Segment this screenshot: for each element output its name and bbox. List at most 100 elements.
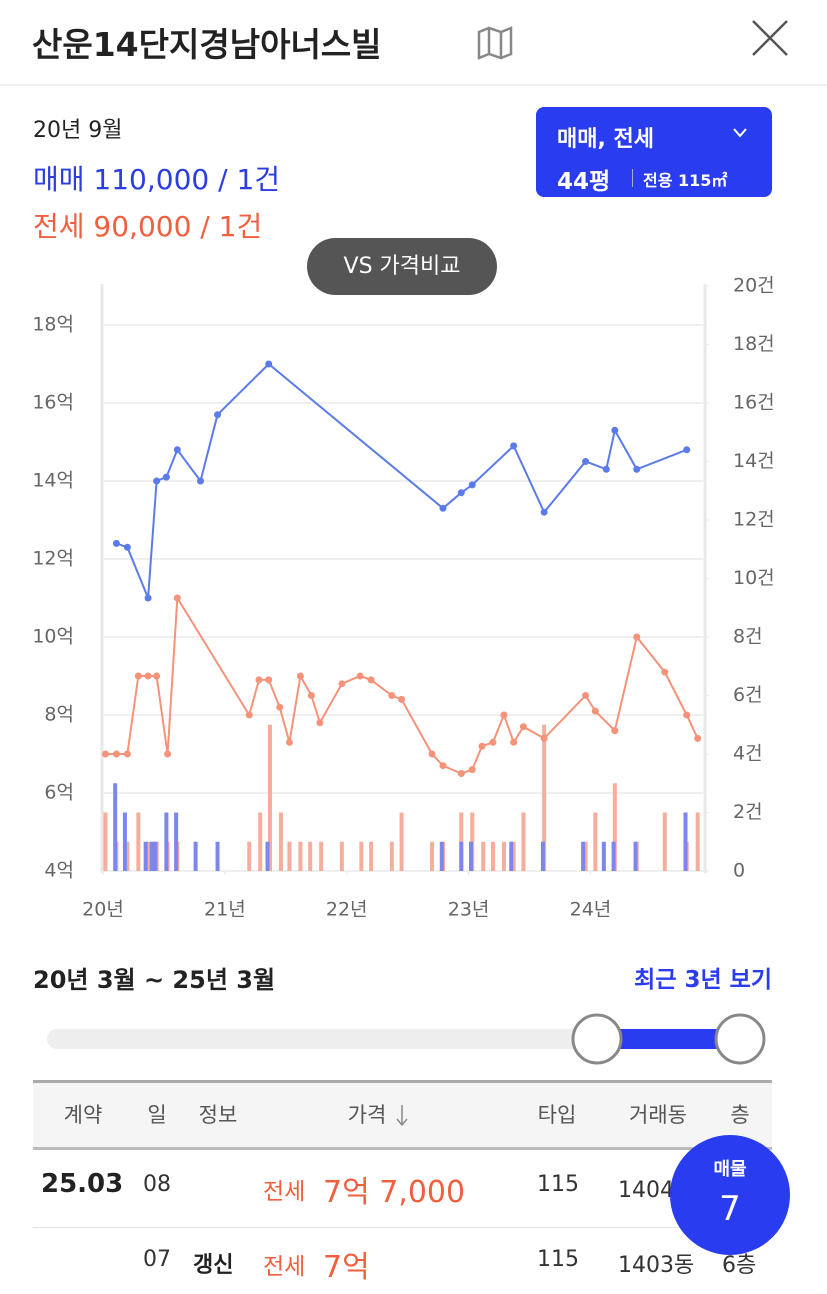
price-line bbox=[116, 362, 688, 599]
price-point bbox=[356, 672, 364, 680]
y-tick-label: 10억 bbox=[32, 626, 74, 648]
map-icon[interactable] bbox=[475, 26, 515, 60]
x-tick-label: 22년 bbox=[326, 899, 368, 921]
price-point bbox=[633, 633, 641, 641]
price-point bbox=[285, 738, 293, 746]
price-point bbox=[582, 458, 590, 465]
volume-bar bbox=[287, 841, 292, 871]
listing-count: 7 bbox=[719, 1189, 741, 1229]
cell-price: 7억 bbox=[323, 1250, 370, 1285]
volume-bar bbox=[601, 841, 606, 871]
price-point bbox=[457, 489, 465, 497]
sort-arrow[interactable] bbox=[395, 1103, 409, 1129]
volume-bar bbox=[359, 841, 364, 871]
volume-bar bbox=[146, 841, 151, 871]
volume-bar bbox=[662, 812, 667, 871]
range-slider[interactable] bbox=[0, 1005, 827, 1075]
price-point bbox=[101, 750, 109, 758]
volume-bar bbox=[258, 812, 263, 871]
price-point bbox=[388, 692, 396, 699]
y-tick-label: 16억 bbox=[32, 392, 74, 414]
price-point bbox=[173, 446, 181, 454]
cell-price: 7억 7,000 bbox=[323, 1175, 466, 1210]
price-point bbox=[214, 411, 222, 419]
volume-bar bbox=[125, 841, 130, 871]
price-point bbox=[428, 750, 436, 758]
volume-bar bbox=[459, 841, 464, 871]
price-point bbox=[500, 711, 508, 719]
x-tick-label: 24년 bbox=[570, 899, 612, 921]
volume-bar bbox=[174, 812, 179, 871]
filter-area: 전용 115㎡ bbox=[643, 171, 728, 190]
filter-box[interactable]: 매매, 전세 44평 전용 115㎡ bbox=[536, 107, 772, 197]
volume-bar bbox=[165, 841, 170, 871]
volume-bar bbox=[136, 812, 141, 871]
volume-bar bbox=[175, 841, 180, 871]
compare-button[interactable]: VS 가격비교 bbox=[307, 238, 497, 295]
volume-bar bbox=[521, 812, 526, 871]
price-point bbox=[602, 465, 610, 473]
volume-bar bbox=[247, 841, 252, 871]
price-point bbox=[196, 477, 204, 485]
listing-button[interactable]: 매물 7 bbox=[670, 1135, 790, 1255]
price-point bbox=[134, 672, 142, 680]
y2-tick-label: 20건 bbox=[733, 275, 775, 297]
volume-bar bbox=[611, 841, 616, 871]
cell-info: 갱신 bbox=[193, 1253, 234, 1278]
volume-bar bbox=[298, 841, 303, 871]
row-line bbox=[33, 1227, 772, 1228]
price-point bbox=[611, 426, 619, 434]
y2-tick-label: 6건 bbox=[733, 684, 763, 706]
volume-bar bbox=[440, 841, 445, 871]
title: 산운14단지경남아너스빌 bbox=[32, 25, 382, 64]
cell-kind: 전세 bbox=[263, 1179, 306, 1205]
price-point bbox=[633, 465, 641, 473]
price-point bbox=[162, 473, 170, 481]
y2-tick-label: 12건 bbox=[733, 509, 775, 531]
x-tick-label: 23년 bbox=[448, 899, 490, 921]
y2-tick-label: 18건 bbox=[733, 333, 775, 355]
volume-bar bbox=[683, 812, 688, 871]
price-point bbox=[439, 504, 447, 512]
y2-tick-label: 4건 bbox=[733, 743, 763, 765]
volume-bar bbox=[501, 841, 506, 871]
volume-bar bbox=[542, 724, 547, 871]
volume-bar bbox=[153, 841, 158, 871]
listing-label: 매물 bbox=[713, 1159, 747, 1180]
volume-bar bbox=[122, 812, 127, 871]
recent-link[interactable]: 최근 3년 보기 bbox=[634, 967, 772, 993]
price-point bbox=[307, 692, 315, 699]
price-point bbox=[123, 750, 131, 758]
price-point bbox=[519, 723, 527, 731]
price-point bbox=[265, 676, 273, 684]
price-point bbox=[112, 750, 120, 758]
volume-bar bbox=[114, 841, 119, 871]
volume-bar bbox=[469, 841, 474, 871]
header-cell: 일 bbox=[147, 1103, 167, 1127]
price-point bbox=[398, 695, 406, 703]
price-point bbox=[591, 707, 599, 715]
volume-bar bbox=[459, 812, 464, 871]
price-point bbox=[296, 672, 304, 680]
volume-bar bbox=[215, 841, 220, 871]
price-point bbox=[661, 668, 669, 676]
volume-bar bbox=[470, 812, 475, 871]
price-point bbox=[245, 711, 253, 719]
header-cell: 계약 bbox=[63, 1103, 103, 1127]
volume-bar bbox=[339, 841, 344, 871]
price-point bbox=[316, 719, 324, 727]
volume-bar bbox=[511, 841, 516, 871]
volume-bar bbox=[143, 841, 148, 871]
y2-tick-label: 0 bbox=[733, 860, 745, 882]
cell-type: 115 bbox=[537, 1172, 579, 1197]
y-tick-label: 4억 bbox=[44, 860, 74, 882]
price-point bbox=[540, 734, 548, 742]
price-point bbox=[164, 750, 172, 758]
volume-bar bbox=[593, 812, 598, 871]
volume-bar bbox=[481, 841, 486, 871]
volume-bar bbox=[583, 841, 588, 871]
volume-bar bbox=[509, 841, 514, 871]
volume-bar bbox=[149, 841, 154, 871]
close-button[interactable] bbox=[750, 18, 790, 58]
volume-bar bbox=[319, 841, 324, 871]
